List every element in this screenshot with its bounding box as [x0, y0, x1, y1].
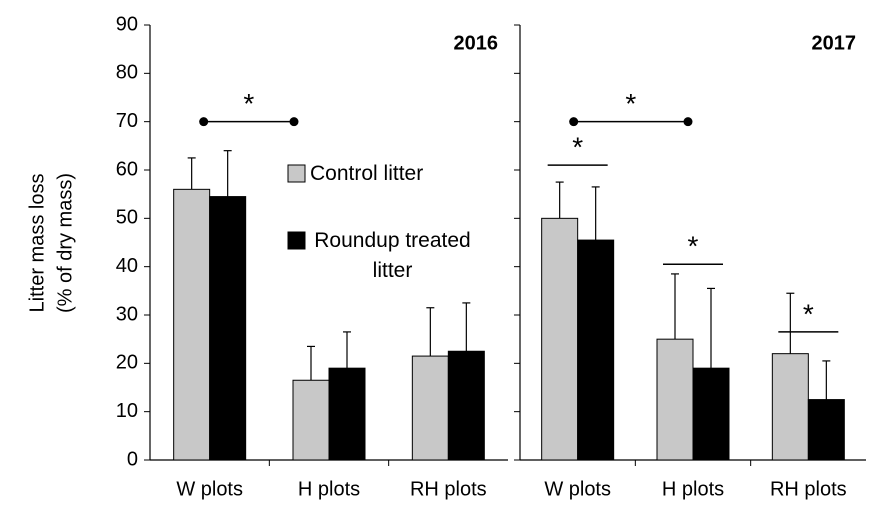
- significance-dot: [569, 117, 579, 127]
- bar: [656, 338, 694, 461]
- bar: [292, 379, 330, 461]
- y-axis-label: (% of dry mass): [54, 173, 76, 313]
- bar: [328, 367, 366, 461]
- x-tick-label: RH plots: [410, 478, 487, 500]
- y-tick-label: 50: [116, 207, 138, 229]
- bar: [173, 188, 211, 461]
- bar: [577, 239, 615, 461]
- x-tick-label: RH plots: [770, 478, 847, 500]
- significance-star: *: [243, 88, 254, 119]
- significance-dot: [199, 117, 209, 127]
- x-tick-label: W plots: [544, 478, 611, 500]
- y-tick-label: 20: [116, 352, 138, 374]
- y-tick-label: 70: [116, 110, 138, 132]
- x-tick-label: H plots: [662, 478, 724, 500]
- significance-star: *: [572, 132, 583, 163]
- bar: [447, 350, 485, 461]
- bar: [771, 353, 809, 461]
- y-tick-label: 90: [116, 13, 138, 35]
- bar: [209, 196, 247, 461]
- y-tick-label: 40: [116, 255, 138, 277]
- y-tick-label: 10: [116, 400, 138, 422]
- y-tick-label: 0: [127, 448, 138, 470]
- significance-star: *: [625, 88, 636, 119]
- bar: [807, 399, 845, 461]
- legend-swatch: [287, 231, 306, 250]
- legend-label: Roundup treated litter: [314, 229, 471, 282]
- significance-star: *: [803, 298, 814, 329]
- significance-dot: [683, 117, 693, 127]
- x-tick-label: H plots: [298, 478, 360, 500]
- y-tick-label: 80: [116, 62, 138, 84]
- panel-title: 2016: [454, 32, 499, 54]
- bar: [411, 355, 449, 461]
- bar: [541, 217, 579, 461]
- y-axis-label: Litter mass loss: [26, 174, 48, 313]
- panel-title: 2017: [812, 32, 857, 54]
- legend-swatch: [287, 164, 306, 183]
- legend-label: Control litter: [310, 162, 424, 185]
- significance-dot: [289, 117, 299, 127]
- y-tick-label: 30: [116, 303, 138, 325]
- significance-star: *: [688, 231, 699, 262]
- bar: [692, 367, 730, 461]
- x-tick-label: W plots: [176, 478, 243, 500]
- y-tick-label: 60: [116, 158, 138, 180]
